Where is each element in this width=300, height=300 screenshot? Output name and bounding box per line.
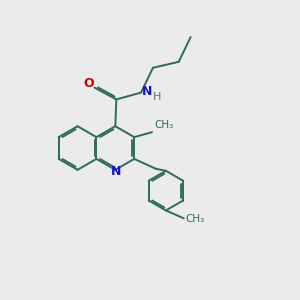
- Text: CH₃: CH₃: [186, 214, 205, 224]
- Text: H: H: [153, 92, 161, 101]
- Text: N: N: [142, 85, 152, 98]
- Text: N: N: [111, 165, 122, 178]
- Text: CH₃: CH₃: [154, 120, 173, 130]
- Text: O: O: [83, 77, 94, 90]
